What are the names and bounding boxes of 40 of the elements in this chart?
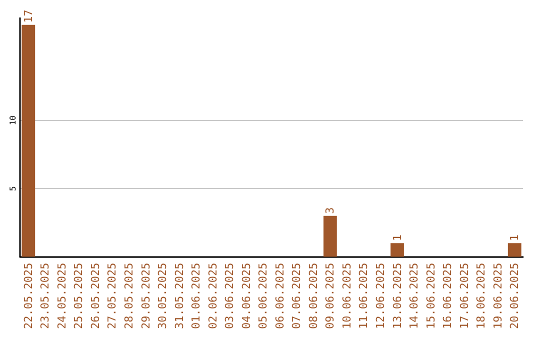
x-tick-label: 18.06.2025 [474, 262, 488, 330]
x-tick-label: 14.06.2025 [408, 262, 421, 330]
x-tick-label: 17.06.2025 [458, 262, 471, 330]
y-tick-label: 5 [8, 186, 18, 191]
data-label: 17 [22, 10, 35, 23]
x-tick-label: 05.06.2025 [256, 262, 270, 330]
x-tick-label: 20.06.2025 [508, 262, 522, 330]
data-label: 1 [390, 234, 404, 242]
x-tick-label: 04.06.2025 [240, 262, 253, 330]
bar [323, 216, 337, 257]
x-tick-label: 08.06.2025 [306, 262, 320, 330]
x-tick-label: 12.06.2025 [374, 262, 387, 330]
x-tick-label: 28.05.2025 [122, 262, 136, 330]
x-tick-label: 19.06.2025 [491, 262, 504, 330]
x-tick-label: 11.06.2025 [357, 262, 370, 330]
x-tick-label: 25.05.2025 [72, 262, 86, 330]
x-tick-label: 27.05.2025 [106, 262, 119, 330]
data-label: 3 [324, 207, 337, 214]
x-tick-label: 16.06.2025 [441, 262, 454, 330]
bar [390, 243, 404, 257]
x-tick-label: 29.05.2025 [139, 262, 152, 330]
x-tick-label: 01.06.2025 [190, 262, 203, 330]
x-tick-label: 22.05.2025 [22, 262, 35, 330]
x-tick-label: 30.05.2025 [156, 262, 170, 330]
x-tick-label: 15.06.2025 [424, 262, 438, 330]
bar [508, 243, 522, 257]
x-tick-label: 07.06.2025 [290, 262, 304, 330]
x-tick-label: 24.05.2025 [55, 262, 68, 330]
y-tick-label: 10 [8, 115, 18, 126]
x-tick-label: 13.06.2025 [390, 262, 404, 330]
bar [22, 24, 36, 257]
x-tick-label: 03.06.2025 [223, 262, 236, 330]
x-tick-label: 26.05.2025 [88, 262, 102, 330]
x-tick-label: 06.06.2025 [273, 262, 286, 330]
x-tick-label: 23.05.2025 [38, 262, 52, 330]
x-tick-label: 02.06.2025 [206, 262, 220, 330]
data-label: 1 [508, 234, 522, 242]
x-tick-label: 10.06.2025 [340, 262, 354, 330]
x-tick-label: 31.05.2025 [172, 262, 186, 330]
x-tick-label: 09.06.2025 [324, 262, 337, 330]
